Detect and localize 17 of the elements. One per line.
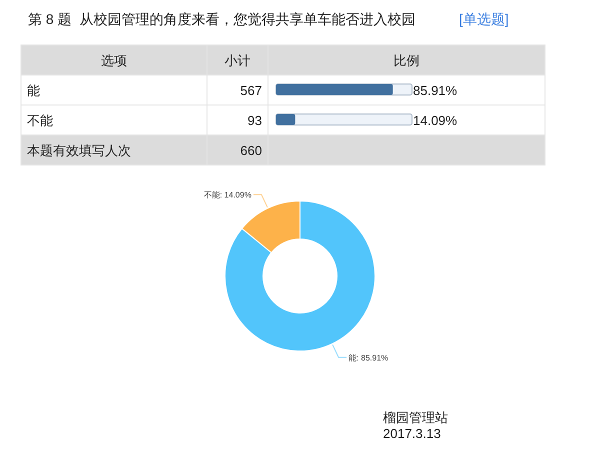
ylabel: 选项 [101,53,127,68]
annotation: [单选题] [459,11,509,27]
total-label: 本题有效填写人次 [27,143,131,158]
column-header: 小计 [224,53,250,68]
value-label: 14.09% [413,113,458,128]
annotation: 榴园管理站 [383,410,448,425]
annotation: 2017.3.13 [383,426,441,441]
total: 660 [240,143,262,158]
slice-label: 能: 85.91% [348,353,388,362]
count: 93 [248,113,262,128]
slice-label: 不能: 14.09% [204,190,252,200]
count: 567 [240,83,262,98]
value-label: 85.91% [413,83,458,98]
category: 能 [27,83,40,98]
category: 不能 [27,113,53,128]
xlabel: 比例 [394,53,420,68]
title: 第 8 题 从校园管理的角度来看，您觉得共享单车能否进入校园 [28,11,416,27]
